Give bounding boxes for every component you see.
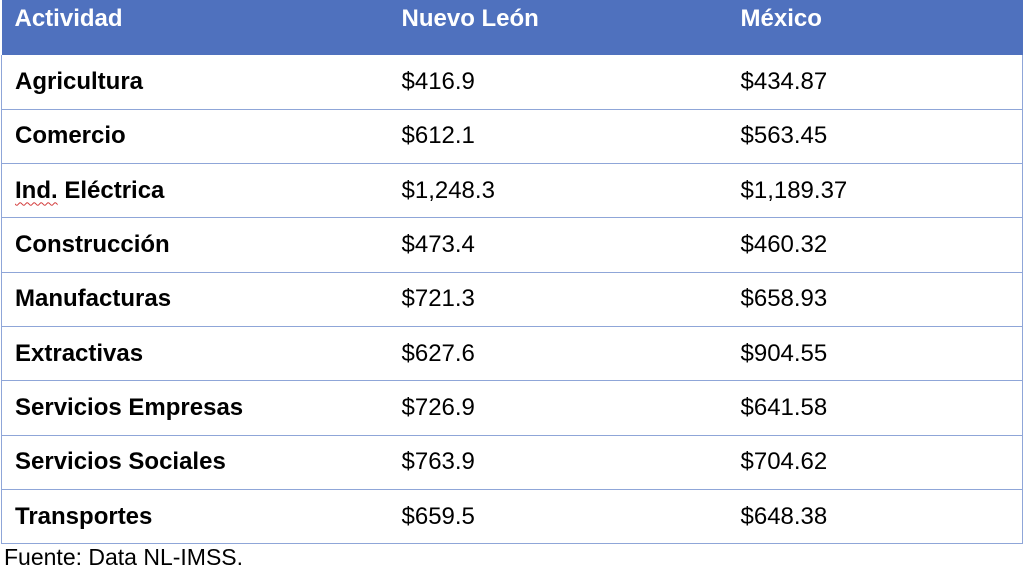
table-row: Comercio $612.1 $563.45: [1, 109, 1023, 165]
cell-mexico: $658.93: [727, 272, 1023, 327]
cell-mexico: $434.87: [727, 55, 1023, 110]
table-row: Transportes $659.5 $648.38: [1, 489, 1023, 545]
table-row: Construcción $473.4 $460.32: [1, 217, 1023, 273]
table-body: Agricultura $416.9 $434.87 Comercio $612…: [1, 55, 1023, 545]
cell-nuevo-leon: $763.9: [387, 435, 728, 490]
cell-mexico: $904.55: [727, 326, 1023, 382]
cell-nuevo-leon: $627.6: [387, 326, 728, 382]
cell-nuevo-leon: $659.5: [387, 489, 728, 545]
source-note: Fuente: Data NL-IMSS.: [4, 544, 244, 570]
spellcheck-underlined-word: Ind.: [15, 176, 58, 204]
cell-actividad: Manufacturas: [1, 272, 388, 327]
cell-nuevo-leon: $721.3: [387, 272, 728, 327]
header-mexico: México: [727, 0, 1023, 55]
cell-actividad: Extractivas: [1, 326, 388, 382]
table-row: Agricultura $416.9 $434.87: [1, 55, 1023, 110]
cell-mexico: $641.58: [727, 380, 1023, 436]
header-nuevo-leon: Nuevo León: [387, 0, 728, 55]
cell-actividad: Transportes: [1, 489, 388, 545]
cell-mexico: $1,189.37: [727, 163, 1023, 219]
cell-mexico: $704.62: [727, 435, 1023, 490]
cell-actividad: Comercio: [1, 109, 388, 165]
cell-actividad: Ind. Eléctrica: [1, 163, 388, 219]
cell-nuevo-leon: $416.9: [387, 55, 728, 110]
table-header: Actividad Nuevo León México: [1, 0, 1023, 55]
header-actividad: Actividad: [1, 0, 388, 55]
cell-nuevo-leon: $1,248.3: [387, 163, 728, 219]
header-row: Actividad Nuevo León México: [1, 0, 1023, 55]
cell-actividad: Construcción: [1, 217, 388, 273]
activity-salary-table: Actividad Nuevo León México Agricultura …: [1, 0, 1023, 545]
cell-mexico: $460.32: [727, 217, 1023, 273]
table-row: Ind. Eléctrica $1,248.3 $1,189.37: [1, 163, 1023, 219]
cell-nuevo-leon: $612.1: [387, 109, 728, 165]
cell-actividad-rest: Eléctrica: [57, 176, 165, 204]
table-row: Servicios Sociales $763.9 $704.62: [1, 435, 1023, 490]
table-row: Manufacturas $721.3 $658.93: [1, 272, 1023, 327]
cell-mexico: $648.38: [727, 489, 1023, 545]
cell-actividad: Agricultura: [1, 55, 388, 110]
cell-nuevo-leon: $726.9: [387, 380, 728, 436]
cell-mexico: $563.45: [727, 109, 1023, 165]
cell-actividad: Servicios Sociales: [1, 435, 388, 490]
table-row: Extractivas $627.6 $904.55: [1, 326, 1023, 382]
cell-nuevo-leon: $473.4: [387, 217, 728, 273]
table-row: Servicios Empresas $726.9 $641.58: [1, 380, 1023, 436]
cell-actividad: Servicios Empresas: [1, 380, 388, 436]
